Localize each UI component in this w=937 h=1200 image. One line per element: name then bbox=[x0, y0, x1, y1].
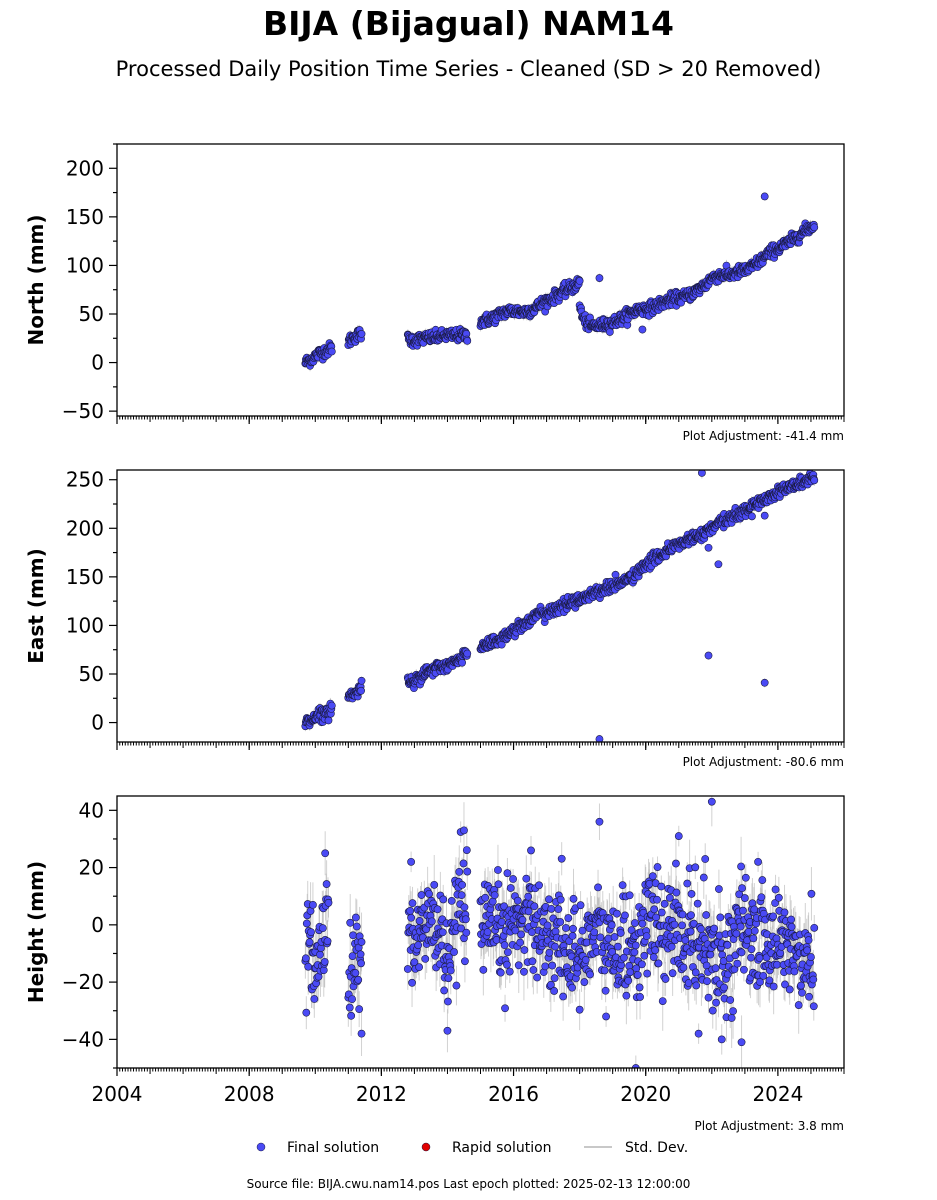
final-solution-point bbox=[760, 678, 769, 687]
final-solution-point bbox=[357, 329, 366, 338]
final-solution-point bbox=[810, 223, 819, 232]
plot-adjustment-note: Plot Adjustment: -41.4 mm bbox=[683, 429, 844, 443]
y-tick-label: 150 bbox=[66, 205, 104, 229]
y-tick-label: 200 bbox=[66, 516, 104, 540]
panel-1: −50 0 50 100 150 200 North (mm) Plot Adjustment… bbox=[24, 143, 845, 443]
y-tick-label: 150 bbox=[66, 565, 104, 589]
final-solution-point bbox=[463, 337, 472, 345]
plot-area bbox=[301, 470, 819, 742]
y-tick-label: 50 bbox=[79, 302, 104, 326]
y-axis-label: East (mm) bbox=[24, 548, 48, 664]
chart-title: BIJA (Bijagual) NAM14 bbox=[262, 4, 675, 43]
final-solution-point bbox=[638, 325, 647, 334]
final-solution-point bbox=[595, 274, 604, 282]
y-axis-label: North (mm) bbox=[24, 214, 48, 345]
y-tick-label: 0 bbox=[91, 711, 104, 735]
y-tick-label: 250 bbox=[66, 468, 104, 492]
final-solution-point bbox=[760, 192, 769, 201]
final-solution-point bbox=[698, 470, 706, 477]
y-tick-label: 100 bbox=[66, 613, 104, 637]
final-solution-point bbox=[463, 649, 472, 658]
final-solution-point bbox=[760, 511, 769, 520]
final-solution-point bbox=[704, 543, 713, 552]
final-solution-point bbox=[324, 716, 333, 725]
plot-adjustment-note: Plot Adjustment: -80.6 mm bbox=[683, 755, 844, 769]
plot-area bbox=[301, 192, 819, 372]
final-solution-point bbox=[704, 651, 713, 660]
final-solution-point bbox=[458, 658, 466, 667]
final-solution-point bbox=[357, 676, 366, 685]
plot-area bbox=[301, 796, 819, 1068]
final-solution-point bbox=[611, 570, 620, 579]
final-solution-point bbox=[605, 328, 614, 336]
final-solution-point bbox=[810, 476, 819, 485]
y-tick-label: 0 bbox=[91, 351, 104, 375]
final-solution-point bbox=[327, 347, 336, 356]
panel-3: 2004 2008 2012 2016 2020 2024−40−2002040Heigh… bbox=[24, 795, 845, 1133]
final-solution-point bbox=[575, 276, 584, 285]
final-solution-point bbox=[357, 686, 365, 695]
final-solution-point bbox=[327, 701, 336, 710]
y-tick-label: 100 bbox=[66, 253, 104, 277]
final-solution-point bbox=[748, 512, 756, 521]
final-solution-point bbox=[595, 735, 604, 742]
y-tick-label: 50 bbox=[79, 662, 104, 686]
y-tick-label: 200 bbox=[66, 156, 104, 180]
y-tick-label: −50 bbox=[62, 399, 104, 423]
panel-2: 0 50 100 150 200 250 East (mm) Plot Adjustment:… bbox=[24, 468, 845, 769]
final-solution-point bbox=[714, 560, 723, 569]
chart-subtitle: Processed Daily Position Time Series - C… bbox=[115, 57, 822, 81]
